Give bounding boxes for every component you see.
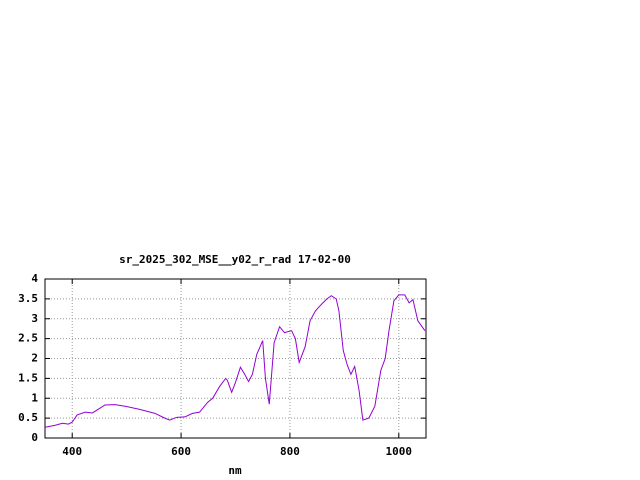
x-axis-label: nm (228, 464, 242, 477)
x-tick-label: 1000 (386, 445, 413, 458)
y-tick-label: 0 (31, 431, 38, 444)
x-tick-label: 800 (280, 445, 300, 458)
x-tick-label: 400 (62, 445, 82, 458)
y-tick-label: 2 (31, 352, 38, 365)
chart-title: sr_2025_302_MSE__y02_r_rad 17-02-00 (119, 253, 351, 266)
y-tick-label: 1 (31, 391, 38, 404)
y-tick-label: 3 (31, 312, 38, 325)
y-tick-label: 1.5 (18, 371, 38, 384)
y-tick-label: 0.5 (18, 411, 38, 424)
y-tick-label: 4 (31, 272, 38, 285)
y-tick-label: 2.5 (18, 332, 38, 345)
data-line (44, 294, 426, 428)
x-tick-label: 600 (171, 445, 191, 458)
y-tick-label: 3.5 (18, 292, 38, 305)
plot-frame (44, 278, 427, 439)
